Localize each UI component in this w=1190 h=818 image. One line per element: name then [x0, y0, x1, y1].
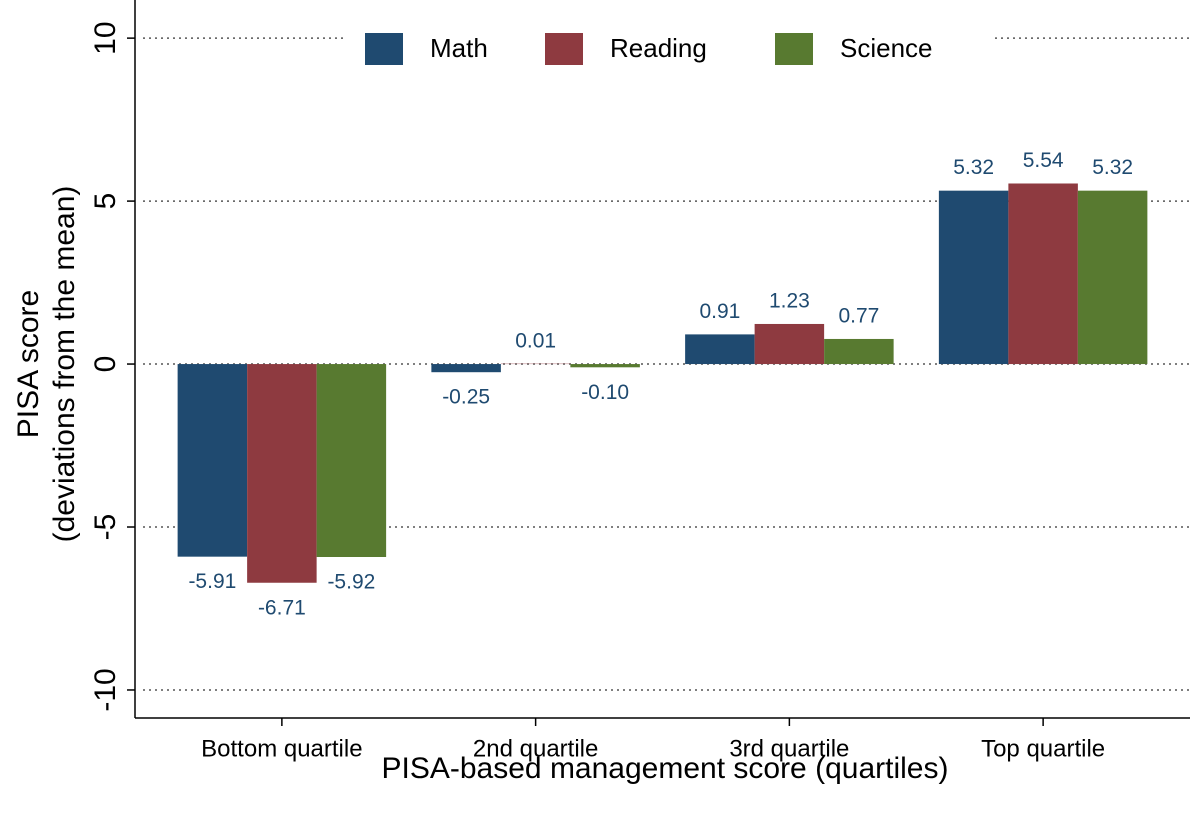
value-label: -5.91	[188, 570, 236, 593]
value-label: 0.91	[699, 300, 740, 323]
x-tick-label: 3rd quartile	[729, 735, 849, 762]
value-label: -6.71	[258, 596, 306, 619]
y-tick-label: 0	[89, 356, 122, 373]
bar	[431, 364, 501, 373]
y-tick-label: 10	[89, 21, 122, 54]
bar	[1008, 183, 1078, 365]
value-label: 0.01	[515, 329, 556, 352]
value-label: 5.54	[1023, 149, 1064, 172]
value-label: 5.32	[953, 156, 994, 179]
legend-swatch	[775, 33, 813, 65]
x-tick-label: Top quartile	[981, 735, 1105, 762]
value-label: -0.25	[442, 386, 490, 409]
y-axis-title: (deviations from the mean)	[48, 186, 81, 543]
legend-label: Reading	[610, 33, 707, 63]
legend-swatch	[545, 33, 583, 65]
x-axis-title: PISA-based management score (quartiles)	[382, 752, 949, 785]
bar	[685, 334, 755, 365]
legend-swatch	[365, 33, 403, 65]
value-label: 5.32	[1092, 156, 1133, 179]
bar	[177, 364, 248, 557]
bar	[247, 364, 317, 583]
x-tick-label: 2nd quartile	[473, 735, 598, 762]
bar	[754, 323, 825, 365]
legend-label: Science	[840, 33, 933, 63]
legend-label: Math	[430, 33, 488, 63]
y-tick-label: -5	[89, 514, 122, 541]
bar	[824, 338, 894, 365]
value-label: -5.92	[327, 571, 375, 594]
y-tick-label: 5	[89, 193, 122, 210]
bar	[316, 364, 387, 557]
value-label: 0.77	[838, 305, 879, 328]
bar	[1077, 190, 1148, 365]
value-label: -0.10	[581, 381, 629, 404]
value-label: 1.23	[769, 290, 810, 313]
bar	[570, 364, 640, 368]
x-tick-label: Bottom quartile	[201, 735, 362, 762]
legend-background	[345, 20, 995, 78]
y-tick-label: -10	[89, 668, 122, 711]
y-axis-title: PISA score	[12, 290, 45, 438]
bar	[938, 190, 1009, 365]
